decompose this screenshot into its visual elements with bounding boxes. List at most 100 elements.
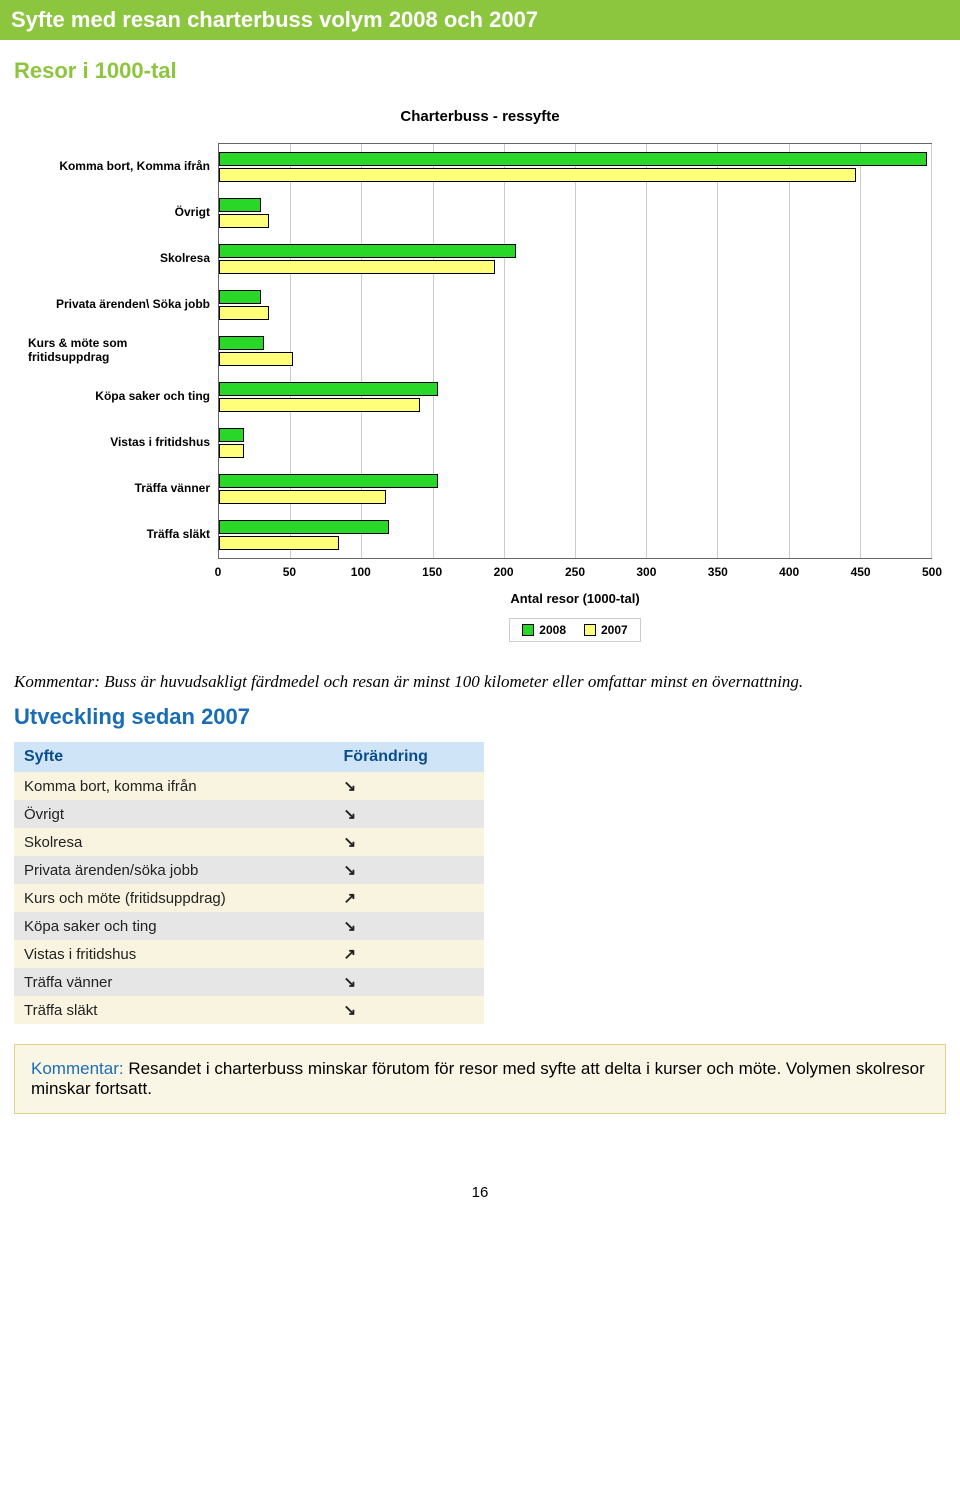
chart-bar bbox=[219, 306, 269, 320]
table-row: Vistas i fritidshus↗ bbox=[14, 940, 484, 968]
subtitle: Resor i 1000-tal bbox=[14, 58, 960, 84]
chart-container: Charterbuss - ressyfte Komma bort, Komma… bbox=[14, 108, 946, 642]
chart-bar-group bbox=[219, 472, 927, 506]
table-row: Kurs och möte (fritidsuppdrag)↗ bbox=[14, 884, 484, 912]
chart-category-labels: Komma bort, Komma ifrånÖvrigtSkolresaPri… bbox=[28, 143, 218, 642]
page-title-text: Syfte med resan charterbuss volym 2008 o… bbox=[11, 7, 538, 32]
arrow-down-icon: ↘ bbox=[334, 912, 484, 940]
table-cell-label: Vistas i fritidshus bbox=[14, 940, 334, 968]
legend-swatch bbox=[584, 624, 596, 636]
arrow-down-icon: ↘ bbox=[334, 772, 484, 800]
chart-bar-group bbox=[219, 242, 927, 276]
chart-category-label: Privata ärenden\ Söka jobb bbox=[28, 281, 218, 327]
chart-bar bbox=[219, 260, 495, 274]
chart-category-label: Övrigt bbox=[28, 189, 218, 235]
chart-category-label: Kurs & möte som fritidsuppdrag bbox=[28, 327, 218, 373]
change-table-body: Komma bort, komma ifrån↘Övrigt↘Skolresa↘… bbox=[14, 772, 484, 1024]
chart-category-label: Vistas i fritidshus bbox=[28, 419, 218, 465]
chart-bars bbox=[219, 144, 931, 558]
table-cell-label: Köpa saker och ting bbox=[14, 912, 334, 940]
chart-bar bbox=[219, 352, 293, 366]
chart-legend: 2008 2007 bbox=[509, 618, 640, 642]
change-table-header-row: Syfte Förändring bbox=[14, 742, 484, 772]
chart-xaxis-label: Antal resor (1000-tal) bbox=[218, 591, 932, 606]
chart-category-label: Skolresa bbox=[28, 235, 218, 281]
chart-bar bbox=[219, 490, 386, 504]
chart-xtick-label: 450 bbox=[851, 565, 871, 579]
change-table: Syfte Förändring Komma bort, komma ifrån… bbox=[14, 742, 484, 1024]
chart-bar bbox=[219, 168, 856, 182]
chart-plot-wrap: 050100150200250300350400450500 Antal res… bbox=[218, 143, 932, 642]
chart-xtick-label: 150 bbox=[422, 565, 442, 579]
chart-xtick-label: 350 bbox=[708, 565, 728, 579]
chart-plot-box bbox=[218, 143, 932, 559]
change-table-col-forandring: Förändring bbox=[334, 742, 484, 772]
chart-xtick-label: 50 bbox=[283, 565, 296, 579]
change-table-col-syfte: Syfte bbox=[14, 742, 334, 772]
chart-bar-group bbox=[219, 426, 927, 460]
arrow-up-icon: ↗ bbox=[334, 884, 484, 912]
table-row: Träffa vänner↘ bbox=[14, 968, 484, 996]
chart-category-label: Träffa vänner bbox=[28, 465, 218, 511]
table-row: Träffa släkt↘ bbox=[14, 996, 484, 1024]
comment-lead: Kommentar: bbox=[31, 1059, 124, 1078]
table-cell-label: Privata ärenden/söka jobb bbox=[14, 856, 334, 884]
arrow-down-icon: ↘ bbox=[334, 996, 484, 1024]
commentary-italic: Kommentar: Buss är huvudsakligt färdmede… bbox=[14, 672, 946, 692]
chart-bar bbox=[219, 536, 339, 550]
chart-bar bbox=[219, 152, 927, 166]
table-row: Övrigt↘ bbox=[14, 800, 484, 828]
chart-gridline bbox=[931, 144, 932, 558]
table-cell-label: Träffa släkt bbox=[14, 996, 334, 1024]
chart-xtick-label: 200 bbox=[494, 565, 514, 579]
chart-bar-group bbox=[219, 150, 927, 184]
section-heading-development: Utveckling sedan 2007 bbox=[14, 704, 946, 730]
chart-bar-group bbox=[219, 334, 927, 368]
page-title-bar: Syfte med resan charterbuss volym 2008 o… bbox=[0, 0, 960, 40]
legend-label: 2008 bbox=[539, 623, 566, 637]
chart-category-label: Komma bort, Komma ifrån bbox=[28, 143, 218, 189]
chart-bar bbox=[219, 336, 264, 350]
chart-bar bbox=[219, 428, 244, 442]
arrow-down-icon: ↘ bbox=[334, 856, 484, 884]
chart-xtick-label: 0 bbox=[215, 565, 222, 579]
arrow-up-icon: ↗ bbox=[334, 940, 484, 968]
table-row: Skolresa↘ bbox=[14, 828, 484, 856]
table-cell-label: Träffa vänner bbox=[14, 968, 334, 996]
table-row: Komma bort, komma ifrån↘ bbox=[14, 772, 484, 800]
arrow-down-icon: ↘ bbox=[334, 968, 484, 996]
arrow-down-icon: ↘ bbox=[334, 828, 484, 856]
chart-bar bbox=[219, 474, 438, 488]
chart-bar bbox=[219, 244, 516, 258]
chart-bar-group bbox=[219, 380, 927, 414]
table-row: Privata ärenden/söka jobb↘ bbox=[14, 856, 484, 884]
chart-bar-group bbox=[219, 196, 927, 230]
legend-item: 2008 bbox=[522, 623, 566, 637]
chart-category-label: Köpa saker och ting bbox=[28, 373, 218, 419]
chart-title: Charterbuss - ressyfte bbox=[14, 108, 946, 125]
page: Syfte med resan charterbuss volym 2008 o… bbox=[0, 0, 960, 1504]
chart-xtick-label: 400 bbox=[779, 565, 799, 579]
table-row: Köpa saker och ting↘ bbox=[14, 912, 484, 940]
legend-swatch bbox=[522, 624, 534, 636]
table-cell-label: Komma bort, komma ifrån bbox=[14, 772, 334, 800]
chart-bar bbox=[219, 520, 389, 534]
chart-bar bbox=[219, 214, 269, 228]
chart-bar-group bbox=[219, 518, 927, 552]
comment-body: Resandet i charterbuss minskar förutom f… bbox=[31, 1059, 925, 1098]
chart-xtick-label: 100 bbox=[351, 565, 371, 579]
table-cell-label: Övrigt bbox=[14, 800, 334, 828]
chart-bar bbox=[219, 398, 420, 412]
chart-bar bbox=[219, 290, 261, 304]
table-cell-label: Skolresa bbox=[14, 828, 334, 856]
chart-category-label: Träffa släkt bbox=[28, 511, 218, 557]
chart-area: Komma bort, Komma ifrånÖvrigtSkolresaPri… bbox=[28, 143, 932, 642]
legend-item: 2007 bbox=[584, 623, 628, 637]
chart-xtick-label: 250 bbox=[565, 565, 585, 579]
arrow-down-icon: ↘ bbox=[334, 800, 484, 828]
table-cell-label: Kurs och möte (fritidsuppdrag) bbox=[14, 884, 334, 912]
legend-label: 2007 bbox=[601, 623, 628, 637]
chart-xtick-label: 300 bbox=[636, 565, 656, 579]
chart-bar bbox=[219, 382, 438, 396]
chart-bar-group bbox=[219, 288, 927, 322]
